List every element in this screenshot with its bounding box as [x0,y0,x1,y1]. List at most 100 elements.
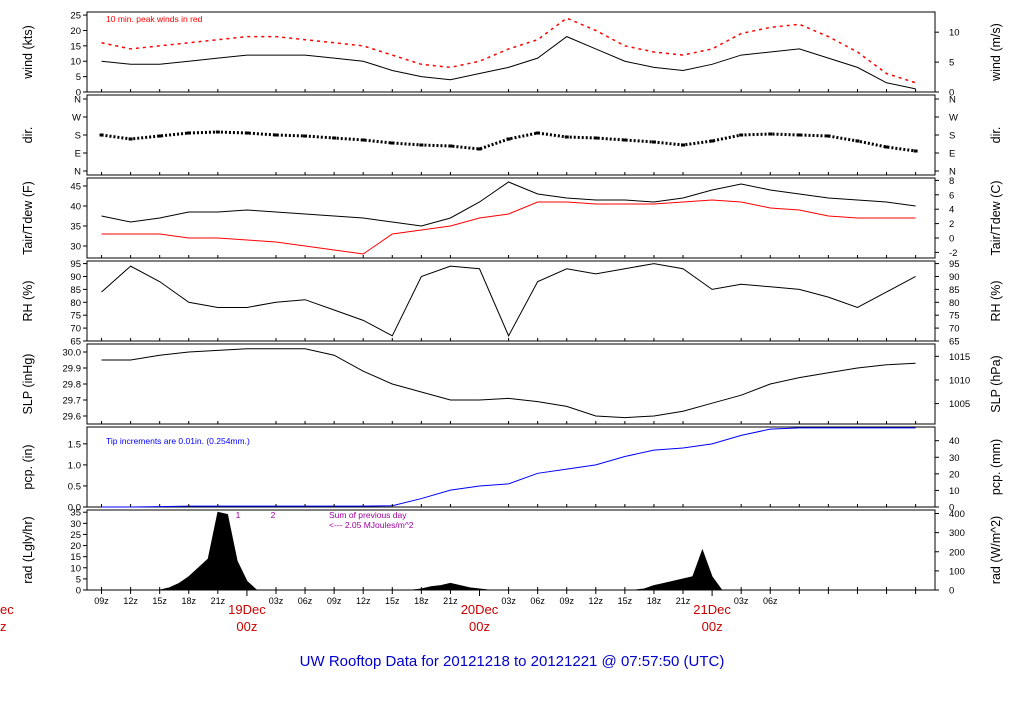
slp-y2label: SLP (hPa) [989,355,1003,412]
rad-y2tick-label: 400 [949,509,965,520]
dir-frame [86,94,936,176]
time-tick-label: 18z [182,596,197,606]
dir-point [390,141,395,145]
pcp-y2tick-label: 30 [949,453,960,464]
rh-y2tick-label: 80 [949,298,960,309]
time-axis: 09z 12z 15z 18z 21z 03z 06z 09z 12z 15z 18z 21z 03z 0… [0,89,917,634]
wind-line [101,17,916,84]
rad-ytick-label: 30 [70,519,81,530]
dir-ylabel: dir. [21,127,35,144]
rad-day-marker: 1 [236,510,241,520]
day-label-hour: 00z [702,619,723,634]
wind-frame [86,11,936,93]
temp-line [101,199,916,255]
temp-y2tick-label: 0 [949,234,954,245]
time-tick-label: 15z [618,596,633,606]
time-tick-label: 09z [327,596,342,606]
panel-wind: 0 5 10 15 20 25 0 5 10 wind (kts) wind (m/s) 10 min… [21,11,1003,99]
time-tick-label: 18z [647,596,662,606]
dir-point [535,131,540,135]
time-tick-label: 12z [589,596,604,606]
temp-series-1 [101,199,916,255]
rh-frame [86,260,936,342]
rh-ytick-label: 70 [70,324,81,335]
pcp-y2tick-label: 20 [949,469,960,480]
temp-y2tick-label: -2 [949,248,957,259]
rad-ytick-label: 25 [70,530,81,541]
slp-ylabel: SLP (inHg) [21,354,35,415]
dir-y2label: dir. [989,127,1003,144]
dir-ytick-label: N [74,95,81,106]
time-tick-label: 21z [211,596,226,606]
rh-ytick-label: 75 [70,311,81,322]
dir-y2tick-label: S [949,131,955,142]
day-label-hour: 00z [236,619,257,634]
wind-series-1 [101,17,916,84]
temp-ytick-label: 45 [70,182,81,193]
day-label-date: 20Dec [461,602,499,617]
time-tick-label: 21z [676,596,691,606]
dir-y2tick-label: N [949,167,956,178]
dir-ytick-label: E [75,149,81,160]
slp-series-0 [101,348,916,419]
pcp-annotation: Tip increments are 0.01in. (0.254mm.) [106,436,250,446]
wind-y2label: wind (m/s) [989,23,1003,82]
slp-line [101,348,916,419]
wind-ytick-label: 5 [76,72,81,83]
temp-y2tick-label: 8 [949,176,954,187]
temp-y2tick-label: 2 [949,219,954,230]
time-tick-label: 06z [530,596,545,606]
wind-annotation: 10 min. peak winds in red [106,14,203,24]
wind-y2tick-label: 5 [949,58,954,69]
temp-frame [86,177,936,259]
temp-y2tick-label: 4 [949,205,954,216]
rad-sum-note: Sum of previous day [329,510,407,520]
slp-frame [86,343,936,425]
rh-ylabel: RH (%) [21,281,35,322]
pcp-ytick-label: 1.5 [68,439,81,450]
dir-point [593,136,598,140]
time-tick-label: 09z [94,596,109,606]
temp-series-0 [101,181,916,227]
rad-day-marker: 2 [271,510,276,520]
rad-ytick-label: 10 [70,563,81,574]
time-tick-label: 03z [269,596,284,606]
rad-y2tick-label: 0 [949,586,954,597]
rh-ytick-label: 90 [70,272,81,283]
page-title: UW Rooftop Data for 20121218 to 20121221… [300,653,725,670]
rad-sum-note: <--- 2.05 MJoules/m^2 [329,520,414,530]
rad-ytick-label: 0 [76,586,81,597]
rh-y2tick-label: 65 [949,337,960,348]
rad-ytick-label: 35 [70,508,81,519]
temp-y2tick-label: 6 [949,190,954,201]
dir-trace [101,130,916,153]
pcp-frame [86,426,936,508]
pcp-y2tick-label: 10 [949,486,960,497]
dir-point [186,131,191,135]
dir-ytick-label: S [75,131,81,142]
slp-ytick-label: 29.7 [63,396,82,407]
wind-y2tick-label: 10 [949,28,960,39]
dir-ytick-label: N [74,167,81,178]
temp-ylabel: Tair/Tdew (F) [21,181,35,255]
day-label-hour: 00z [469,619,490,634]
dir-point [797,133,802,137]
wind-ylabel: wind (kts) [21,25,35,79]
rh-ytick-label: 65 [70,337,81,348]
wind-ytick-label: 15 [70,41,81,52]
dir-point [477,147,482,151]
day-label-date: 21Dec [693,602,731,617]
temp-line [101,181,916,227]
pcp-ytick-label: 0.5 [68,481,81,492]
rad-ytick-label: 15 [70,552,81,563]
slp-ytick-label: 29.6 [63,412,82,423]
panel-slp: 29.6 29.7 29.8 29.9 30.0 1005 1010 1015 SLP (inH… [21,343,1003,425]
dir-point [157,134,162,138]
dir-point [710,139,715,143]
rad-y2tick-label: 100 [949,566,965,577]
rad-series-0 [101,511,723,591]
rh-y2tick-label: 85 [949,285,960,296]
